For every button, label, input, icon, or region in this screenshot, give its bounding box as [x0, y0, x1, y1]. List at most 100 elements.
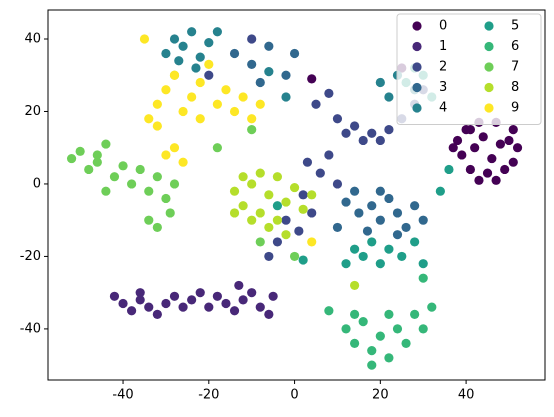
point	[229, 186, 240, 196]
x-tick-label: -20	[198, 388, 219, 403]
point	[247, 215, 257, 225]
point	[474, 175, 484, 185]
point	[178, 41, 188, 51]
point	[247, 124, 257, 135]
point	[350, 280, 360, 291]
point	[418, 273, 428, 283]
point	[410, 201, 420, 211]
point	[161, 150, 171, 160]
point	[161, 85, 171, 95]
point	[264, 41, 274, 51]
point	[311, 99, 321, 109]
point	[268, 291, 278, 301]
point	[144, 114, 154, 124]
point	[161, 298, 171, 309]
point	[470, 143, 480, 153]
point	[410, 309, 420, 320]
y-tick-label: 40	[24, 31, 41, 46]
point	[272, 215, 283, 225]
point	[238, 295, 248, 305]
point	[247, 34, 257, 44]
point	[234, 280, 244, 291]
point	[229, 208, 240, 218]
point	[255, 168, 265, 178]
legend-marker	[484, 82, 494, 93]
point	[500, 164, 510, 175]
legend-box	[396, 13, 542, 125]
y-tick-label: -20	[20, 249, 41, 264]
point	[401, 222, 411, 233]
point	[212, 143, 222, 153]
point	[187, 27, 197, 37]
point	[191, 63, 201, 73]
point	[375, 135, 385, 146]
point	[152, 99, 162, 109]
point	[324, 88, 334, 98]
point	[66, 153, 77, 164]
point	[375, 331, 385, 341]
point	[127, 306, 137, 316]
point	[204, 70, 214, 80]
point	[169, 179, 180, 189]
point	[255, 208, 265, 218]
point	[418, 215, 428, 225]
point	[307, 237, 317, 247]
point	[358, 317, 368, 327]
legend-label: 3	[439, 80, 447, 95]
point	[341, 324, 351, 334]
point	[332, 114, 343, 124]
point	[332, 179, 343, 189]
point	[508, 157, 518, 167]
point	[418, 259, 428, 269]
point	[350, 244, 360, 254]
legend-marker	[484, 103, 494, 113]
legend-marker	[412, 82, 422, 93]
point	[465, 124, 475, 135]
point	[152, 222, 162, 233]
point	[452, 135, 463, 146]
point	[495, 139, 506, 149]
point	[264, 251, 274, 262]
point	[350, 338, 360, 348]
point	[367, 201, 377, 211]
point	[272, 237, 283, 247]
point	[144, 186, 154, 196]
point	[174, 56, 184, 66]
point	[229, 48, 240, 59]
point	[491, 175, 501, 185]
point	[229, 306, 240, 316]
point	[92, 150, 102, 160]
point	[362, 226, 373, 236]
legend-label: 6	[511, 39, 519, 54]
point	[289, 251, 300, 262]
point	[332, 222, 343, 233]
point	[281, 70, 291, 80]
x-tick-label: -40	[112, 388, 133, 403]
point	[358, 135, 368, 146]
legend-marker	[484, 41, 494, 52]
point	[350, 309, 360, 320]
point	[375, 77, 385, 88]
point	[375, 186, 385, 196]
point	[487, 153, 497, 164]
point	[229, 106, 240, 117]
x-tick-label: 20	[372, 388, 389, 403]
point	[457, 150, 467, 160]
point	[92, 157, 102, 167]
point	[178, 106, 188, 117]
legend-marker	[484, 62, 494, 72]
point	[127, 179, 137, 189]
point	[384, 309, 394, 320]
point	[169, 70, 180, 80]
point	[264, 309, 274, 320]
point	[298, 255, 308, 265]
point	[135, 164, 145, 175]
point	[118, 298, 128, 309]
point	[247, 114, 257, 124]
point	[508, 124, 518, 135]
point	[135, 295, 145, 305]
point	[350, 186, 360, 196]
legend-label: 8	[511, 80, 519, 95]
point	[341, 197, 351, 207]
point	[324, 150, 334, 160]
